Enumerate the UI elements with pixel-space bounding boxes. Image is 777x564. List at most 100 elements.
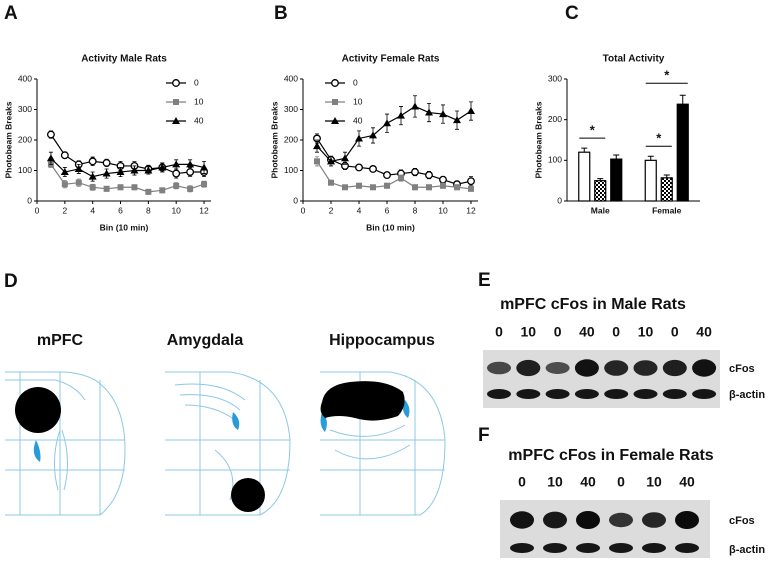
significance-label: * [664,68,670,83]
x-tick-label: 6 [118,205,123,215]
lane-label: 40 [679,474,695,490]
series-line [316,161,472,190]
legend-label: 40 [353,115,363,125]
blot-background [483,350,720,408]
series-line [50,164,205,193]
x-tick-label: 10 [438,205,448,215]
y-tick-label: 200 [548,114,562,124]
marker [172,160,181,168]
brain-hippocampus [320,371,446,516]
blot-band [692,359,717,377]
lane-label: 10 [646,474,662,490]
blot-band [604,389,629,399]
blot-band [675,511,699,529]
marker [411,102,419,110]
region-label: mPFC [37,332,84,349]
blot-band [516,389,541,399]
marker [411,168,419,176]
marker [89,184,96,191]
y-tick-label: 100 [18,165,32,175]
lane-label: 0 [671,324,679,340]
legend-label: 0 [353,77,358,87]
y-tick-label: 100 [548,155,562,165]
legend-label: 0 [194,77,199,87]
band-label: β-actin [729,389,765,401]
marker [173,182,180,189]
marker [425,171,433,180]
band-label: cFos [729,363,755,375]
error-bar [581,147,588,153]
marker [187,185,194,192]
marker [467,107,475,115]
legend-marker [332,99,338,105]
region-label: Hippocampus [329,332,435,349]
blot-title: mPFC cFos in Male Rats [500,296,686,313]
marker [369,131,377,139]
x-tick-label: 0 [301,205,306,215]
marker [341,154,349,162]
x-tick-label: 4 [357,205,362,215]
marker [144,166,153,174]
marker [467,177,475,186]
marker [397,111,405,119]
marker [355,134,363,142]
blot-band [576,511,600,529]
marker [102,158,111,167]
marker [88,172,97,180]
lane-label: 0 [554,324,562,340]
marker [61,181,68,188]
blot-band [510,543,534,553]
blot-band [642,543,666,553]
bar [578,151,591,202]
y-tick-label: 0 [557,195,562,205]
y-tick-label: 200 [284,134,298,144]
x-tick-label: Male [591,205,610,215]
panel-letter: C [565,3,579,24]
marker [46,154,55,162]
error-bar [613,154,620,160]
marker [426,184,432,191]
error-bar [647,155,654,161]
y-tick-label: 300 [284,104,298,114]
marker [383,119,391,127]
x-tick-label: 10 [171,205,181,215]
marker [439,175,447,184]
panel-letter: A [4,3,18,24]
brain-mpfc [5,371,126,516]
marker [356,182,362,189]
marker [383,171,391,180]
series-line [316,138,472,185]
marker [384,182,390,189]
blot-band [692,389,717,399]
panel-letter: D [4,271,18,292]
legend-marker [172,117,180,124]
marker [186,168,195,176]
marker [186,160,195,168]
x-axis-label: Bin (10 min) [100,222,149,232]
y-tick-label: 400 [284,73,298,83]
legend-marker [172,79,180,87]
blot-band [543,511,567,529]
marker [75,179,82,186]
marker [74,164,83,172]
blot-band [574,389,599,399]
marker [117,184,124,191]
marker [130,166,139,174]
legend-marker [331,79,339,87]
marker [88,157,97,166]
y-tick-label: 200 [18,134,32,144]
marker [398,175,404,182]
blot-band [543,543,567,553]
lane-label: 0 [617,474,625,490]
bar [594,180,607,202]
y-tick-label: 400 [18,73,32,83]
x-tick-label: 8 [413,205,418,215]
marker [145,188,152,195]
marker [425,108,433,116]
blot-band [487,389,511,399]
x-tick-label: 12 [199,205,209,215]
blot-band [609,543,633,553]
y-tick-label: 100 [284,165,298,175]
marker [369,165,377,173]
blot-band [662,359,687,377]
